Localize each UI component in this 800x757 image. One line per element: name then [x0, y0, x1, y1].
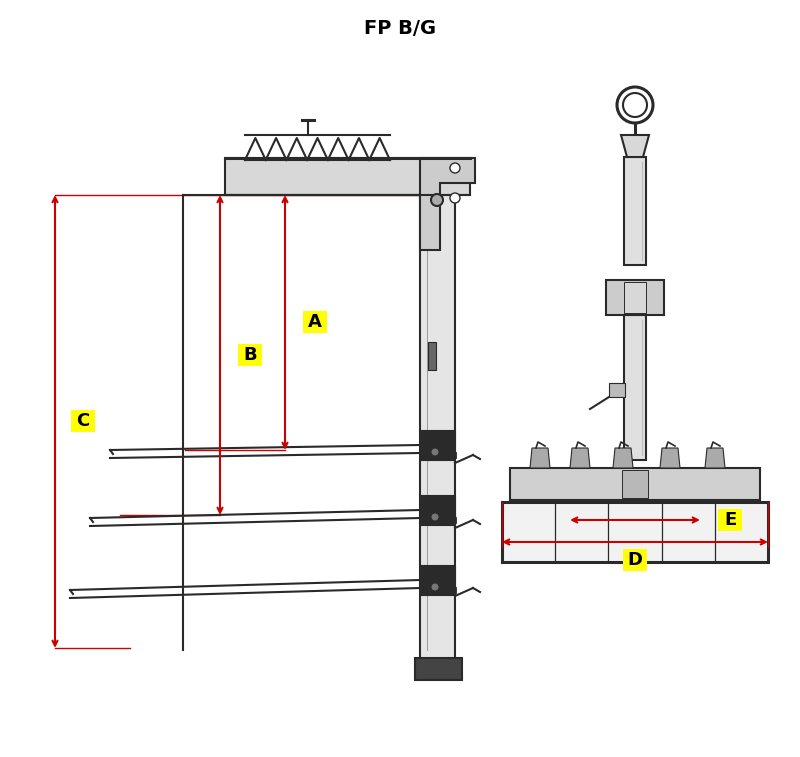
Text: FP B/G: FP B/G — [364, 18, 436, 38]
Bar — [303, 311, 327, 333]
Polygon shape — [705, 448, 725, 468]
Polygon shape — [660, 448, 680, 468]
Bar — [622, 470, 648, 498]
Bar — [624, 282, 646, 313]
Bar — [718, 509, 742, 531]
Bar — [419, 587, 456, 593]
Text: E: E — [724, 511, 736, 529]
Polygon shape — [530, 448, 550, 468]
Circle shape — [431, 513, 439, 521]
Text: C: C — [76, 412, 90, 430]
Bar — [238, 344, 262, 366]
Polygon shape — [420, 158, 475, 250]
Bar — [623, 549, 647, 571]
Text: B: B — [243, 346, 257, 364]
Bar — [420, 185, 455, 660]
Polygon shape — [613, 448, 633, 468]
Bar — [420, 430, 455, 460]
Bar — [624, 315, 646, 460]
Circle shape — [431, 194, 443, 206]
Bar — [419, 517, 456, 523]
Bar — [415, 658, 462, 680]
Circle shape — [431, 583, 439, 591]
Bar — [419, 452, 456, 458]
Polygon shape — [621, 135, 649, 157]
Text: A: A — [308, 313, 322, 331]
Bar — [510, 468, 760, 500]
Bar — [609, 383, 625, 397]
Bar — [624, 157, 646, 265]
Bar — [420, 495, 455, 525]
Bar — [225, 158, 470, 195]
Polygon shape — [570, 448, 590, 468]
Bar — [71, 410, 95, 432]
Circle shape — [431, 448, 439, 456]
Text: D: D — [627, 551, 642, 569]
Bar — [502, 502, 768, 562]
Bar — [428, 342, 436, 370]
Circle shape — [450, 193, 460, 203]
Bar — [606, 280, 664, 315]
Circle shape — [450, 163, 460, 173]
Bar — [420, 565, 455, 595]
